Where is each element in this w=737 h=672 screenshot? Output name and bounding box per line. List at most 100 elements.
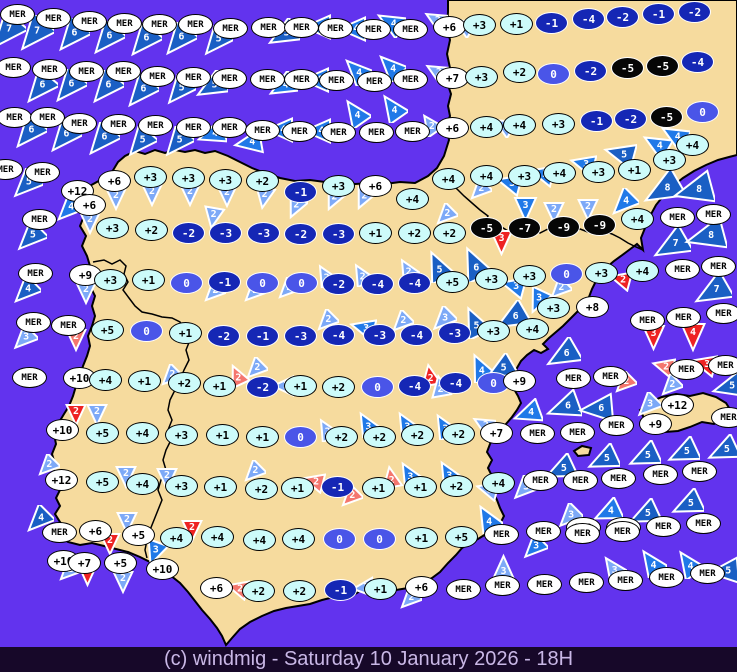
temp-marker: +3	[322, 175, 355, 197]
temp-marker: -1	[642, 3, 675, 25]
temp-marker: +5	[436, 271, 469, 293]
temp-marker: +2	[440, 475, 473, 497]
sea-marker: MER	[711, 407, 737, 428]
sea-marker: MER	[690, 563, 725, 584]
svg-text:4: 4	[391, 105, 397, 116]
temp-marker: +2	[442, 423, 475, 445]
temp-marker: -5	[470, 217, 503, 239]
svg-text:3: 3	[500, 565, 506, 576]
sea-marker: MER	[593, 366, 628, 387]
sea-marker: MER	[176, 117, 211, 138]
wind-marker: 4	[512, 398, 543, 422]
wind-marker: 8	[643, 169, 684, 202]
temp-marker: +4	[396, 188, 429, 210]
sea-marker: MER	[51, 315, 86, 336]
temp-marker: +10	[46, 419, 79, 441]
svg-text:5: 5	[473, 320, 479, 331]
svg-text:2: 2	[149, 186, 155, 197]
temp-marker: -4	[400, 324, 433, 346]
temp-marker: 0	[361, 376, 394, 398]
svg-text:2: 2	[331, 192, 337, 203]
sea-marker: MER	[138, 115, 173, 136]
svg-text:6: 6	[473, 262, 479, 273]
wind-marker: 8	[672, 169, 715, 203]
svg-text:3: 3	[23, 331, 29, 342]
temp-marker: +2	[283, 580, 316, 602]
wind-marker: 5	[627, 497, 661, 523]
temp-marker: 0	[323, 528, 356, 550]
temp-marker: +1	[281, 477, 314, 499]
wind-marker: 2	[116, 512, 138, 536]
temp-marker: +3	[542, 113, 575, 135]
svg-text:2: 2	[46, 459, 52, 470]
wind-marker: 2	[661, 374, 683, 396]
temp-marker: -3	[284, 325, 317, 347]
temp-marker: +5	[104, 552, 137, 574]
svg-text:4: 4	[623, 195, 629, 206]
svg-text:2: 2	[551, 204, 557, 215]
temp-marker: -5	[611, 57, 644, 79]
temp-marker: +3	[475, 268, 508, 290]
temp-marker: -1	[284, 181, 317, 203]
wind-marker: 7	[693, 271, 732, 303]
sea-marker: MER	[212, 68, 247, 89]
sea-marker: MER	[560, 422, 595, 443]
temp-marker: +6	[359, 175, 392, 197]
svg-text:2: 2	[669, 379, 675, 390]
svg-text:8: 8	[696, 184, 702, 195]
svg-text:6: 6	[63, 128, 69, 139]
temp-marker: 0	[537, 63, 570, 85]
temp-marker: +2	[242, 580, 275, 602]
svg-text:3: 3	[365, 421, 371, 432]
temp-marker: +3	[508, 165, 541, 187]
svg-text:6: 6	[105, 79, 111, 90]
sea-marker: MER	[686, 513, 721, 534]
temp-marker: +3	[513, 265, 546, 287]
wind-marker: 2	[38, 454, 60, 476]
temp-marker: -2	[284, 223, 317, 245]
sea-marker: MER	[523, 470, 558, 491]
temp-marker: +1	[359, 222, 392, 244]
temp-marker: +1	[246, 426, 279, 448]
temp-marker: -1	[324, 579, 357, 601]
sea-marker: MER	[630, 310, 665, 331]
temp-marker: +1	[405, 527, 438, 549]
sea-marker: MER	[282, 121, 317, 142]
sea-marker: MER	[706, 303, 737, 324]
temp-marker: -5	[650, 106, 683, 128]
wind-marker: 7	[652, 225, 691, 257]
svg-text:2: 2	[187, 186, 193, 197]
ibiza-island	[572, 444, 593, 458]
sea-marker: MER	[36, 8, 71, 29]
temp-marker: +4	[503, 114, 536, 136]
temp-marker: -9	[583, 214, 616, 236]
svg-text:7: 7	[6, 23, 12, 34]
sea-marker: MER	[601, 468, 636, 489]
svg-text:2: 2	[313, 476, 319, 487]
temp-marker: -9	[547, 216, 580, 238]
sea-marker: MER	[176, 67, 211, 88]
temp-marker: +4	[243, 529, 276, 551]
svg-text:5: 5	[139, 134, 145, 145]
temp-marker: -2	[246, 376, 279, 398]
sea-marker: MER	[140, 66, 175, 87]
sea-marker: MER	[666, 307, 701, 328]
svg-text:4: 4	[38, 512, 44, 523]
temp-marker: +4	[201, 526, 234, 548]
temp-marker: -3	[247, 222, 280, 244]
wind-marker: 4	[27, 505, 54, 532]
temp-marker: +5	[86, 471, 119, 493]
sea-marker: MER	[245, 120, 280, 141]
sea-marker: MER	[69, 61, 104, 82]
svg-text:7: 7	[713, 284, 719, 295]
svg-text:2: 2	[360, 271, 366, 282]
wind-marker: 3	[637, 391, 662, 416]
svg-text:2: 2	[349, 490, 355, 501]
sea-marker: MER	[101, 114, 136, 135]
svg-text:2: 2	[408, 592, 414, 603]
temp-marker: -1	[321, 476, 354, 498]
temp-marker: +6	[433, 16, 466, 38]
temp-marker: +1	[364, 578, 397, 600]
svg-text:4: 4	[675, 132, 681, 143]
sea-marker: MER	[701, 256, 736, 277]
